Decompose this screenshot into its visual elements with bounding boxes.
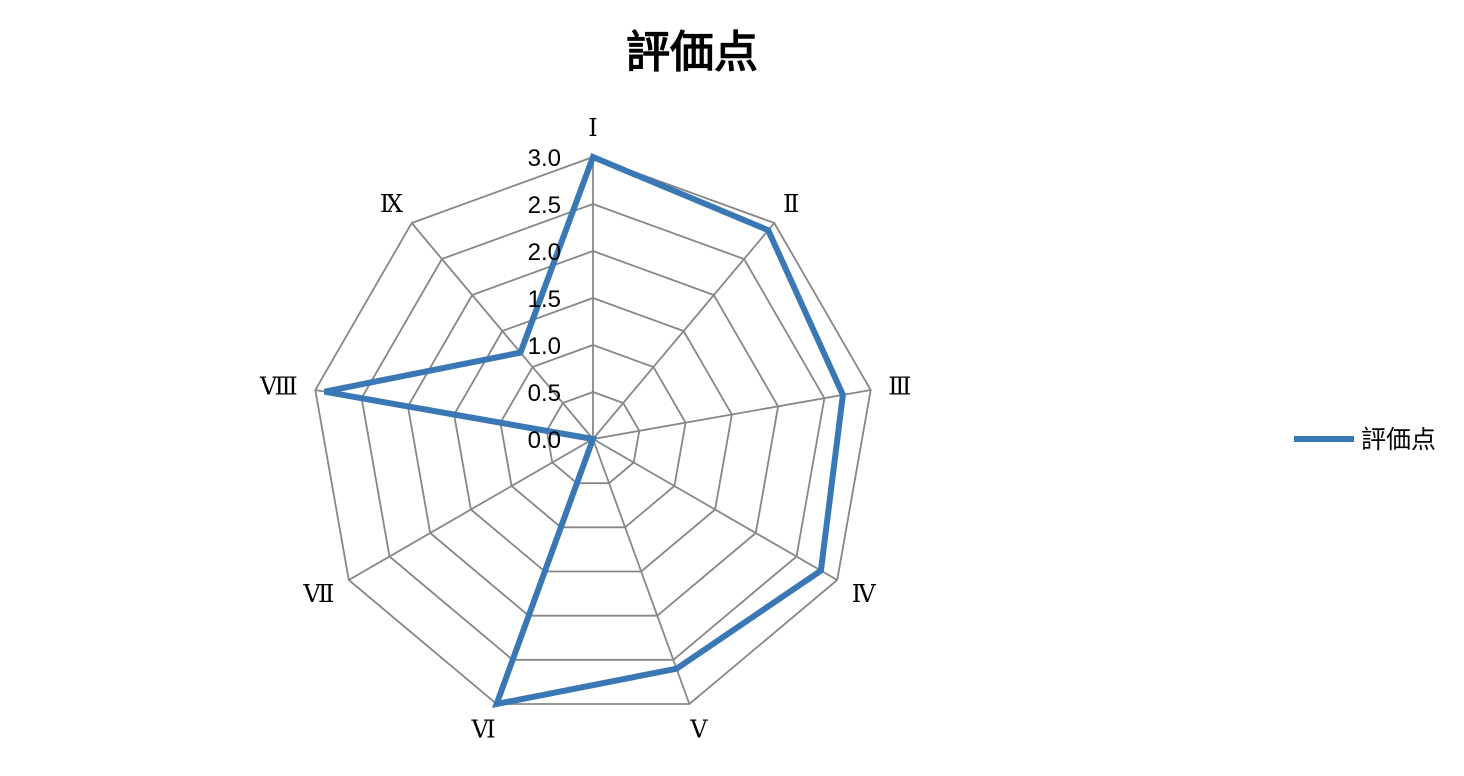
grid-ring [406,250,780,617]
series-layer [323,153,846,708]
grid-ring [453,297,733,573]
category-label: Ⅸ [380,190,404,218]
tick-label: 2.0 [528,239,561,266]
grid-ring [360,203,826,661]
grid-spoke [592,438,691,705]
legend: 評価点 [1294,425,1436,454]
tick-label: 0.0 [528,427,561,454]
grid-spoke [592,222,775,440]
grid-spoke [411,222,594,440]
tick-label: 1.5 [528,286,561,313]
category-label: Ⅴ [689,715,708,743]
category-label: Ⅱ [783,190,799,218]
category-labels: Ⅰ Ⅱ Ⅲ Ⅳ Ⅴ Ⅵ Ⅶ Ⅷ Ⅸ [259,114,912,743]
tick-label: 1.0 [528,333,561,360]
category-label: Ⅷ [259,373,298,401]
tick-label: 2.5 [528,192,561,219]
grid-spoke [348,438,594,581]
category-label: Ⅰ [588,114,597,142]
grid-spoke [592,438,838,581]
tick-label: 0.5 [528,380,561,407]
grid-ring [499,344,687,529]
radar-grid [314,156,872,705]
series-line [323,153,846,708]
category-label: Ⅳ [852,580,877,608]
legend-label: 評価点 [1361,425,1436,454]
chart-title: 評価点 [626,27,758,78]
category-label: Ⅵ [471,715,496,743]
grid-ring [314,156,872,705]
tick-labels: 0.0 0.5 1.0 1.5 2.0 2.5 3.0 [528,145,561,454]
grid-spoke [592,389,871,440]
grid-ring [545,391,641,485]
category-label: Ⅶ [302,580,334,608]
tick-label: 3.0 [528,145,561,172]
category-label: Ⅲ [888,373,911,401]
